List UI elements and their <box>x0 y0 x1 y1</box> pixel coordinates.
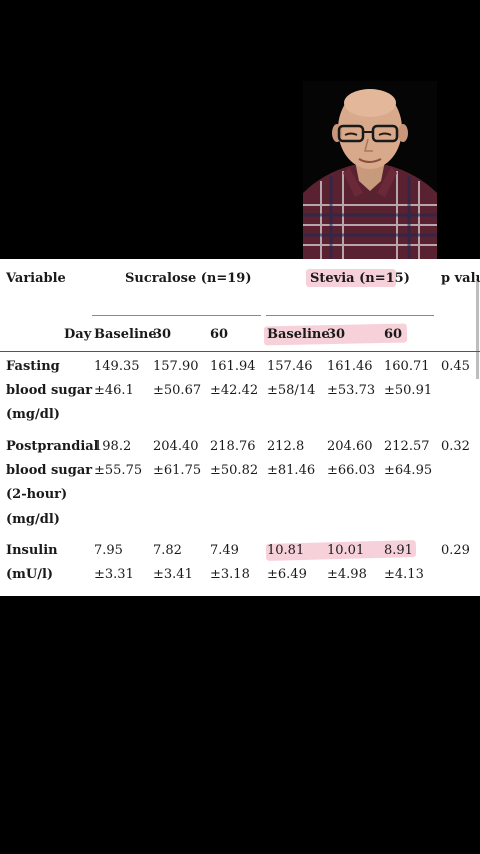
cell-value: 204.40 <box>153 439 199 454</box>
cell-value: 8.91 <box>384 543 413 558</box>
subheader-st-60: 60 <box>384 327 403 342</box>
sucralose-group-rule <box>92 315 261 316</box>
cell-value: 149.35 <box>94 359 140 374</box>
p-value: 0.29 <box>441 543 470 558</box>
table-sheet: Variable Sucralose (n=19) Stevia (n=15) … <box>0 259 480 596</box>
subheader-s-baseline: Baseline <box>94 327 157 342</box>
cell-value: 198.2 <box>94 439 132 454</box>
cell-value: ±46.1 <box>94 383 134 398</box>
cell-value: 161.94 <box>210 359 256 374</box>
cell-value: 218.76 <box>210 439 256 454</box>
cell-value: ±4.13 <box>384 567 424 582</box>
header-variable: Variable <box>6 271 66 286</box>
p-value: 0.45 <box>441 359 470 374</box>
stevia-group-rule <box>266 315 434 316</box>
row-label: Postprandial <box>6 439 99 454</box>
row-label: (mg/dl) <box>6 407 60 422</box>
cell-value: ±81.46 <box>267 463 316 478</box>
row-label: blood sugar <box>6 383 93 398</box>
row-label: (2-hour) <box>6 487 68 502</box>
cell-value: 10.01 <box>327 543 365 558</box>
row-label: (mg/dl) <box>6 512 60 527</box>
cell-value: ±3.31 <box>94 567 134 582</box>
cell-value: 212.8 <box>267 439 305 454</box>
cell-value: ±53.73 <box>327 383 376 398</box>
cell-value: 10.81 <box>267 543 305 558</box>
row-label: (mU/l) <box>6 567 54 582</box>
cell-value: ±66.03 <box>327 463 376 478</box>
scrollbar[interactable] <box>476 279 479 379</box>
cell-value: ±6.49 <box>267 567 307 582</box>
row-label: Fasting <box>6 359 60 374</box>
webcam-overlay[interactable] <box>303 81 437 259</box>
cell-value: ±55.75 <box>94 463 143 478</box>
row-label: blood sugar <box>6 463 93 478</box>
cell-value: ±4.98 <box>327 567 367 582</box>
cell-value: ±58/14 <box>267 383 316 398</box>
cell-value: ±61.75 <box>153 463 202 478</box>
cell-value: 212.57 <box>384 439 430 454</box>
cell-value: 204.60 <box>327 439 373 454</box>
header-stevia: Stevia (n=15) <box>310 271 410 286</box>
stevia-highlight <box>306 269 396 287</box>
header-pvalue: p valu <box>441 271 480 286</box>
cell-value: 160.71 <box>384 359 430 374</box>
subheader-day: Day <box>64 327 92 342</box>
cell-value: 7.82 <box>153 543 182 558</box>
header-bottom-rule <box>0 351 480 352</box>
cell-value: ±50.91 <box>384 383 433 398</box>
subheader-s-60: 60 <box>210 327 229 342</box>
cell-value: 157.46 <box>267 359 313 374</box>
subheader-s-30: 30 <box>153 327 172 342</box>
cell-value: ±64.95 <box>384 463 433 478</box>
cell-value: 161.46 <box>327 359 373 374</box>
cell-value: ±3.18 <box>210 567 250 582</box>
cell-value: ±3.41 <box>153 567 193 582</box>
header-sucralose: Sucralose (n=19) <box>125 271 252 286</box>
cell-value: ±50.67 <box>153 383 202 398</box>
p-value: 0.32 <box>441 439 470 454</box>
subheader-st-30: 30 <box>327 327 346 342</box>
presenter-image <box>303 81 437 259</box>
cell-value: 7.95 <box>94 543 123 558</box>
cell-value: 7.49 <box>210 543 239 558</box>
cell-value: ±42.42 <box>210 383 259 398</box>
cell-value: 157.90 <box>153 359 199 374</box>
subheader-st-baseline: Baseline <box>267 327 330 342</box>
row-label: Insulin <box>6 543 58 558</box>
cell-value: ±50.82 <box>210 463 259 478</box>
